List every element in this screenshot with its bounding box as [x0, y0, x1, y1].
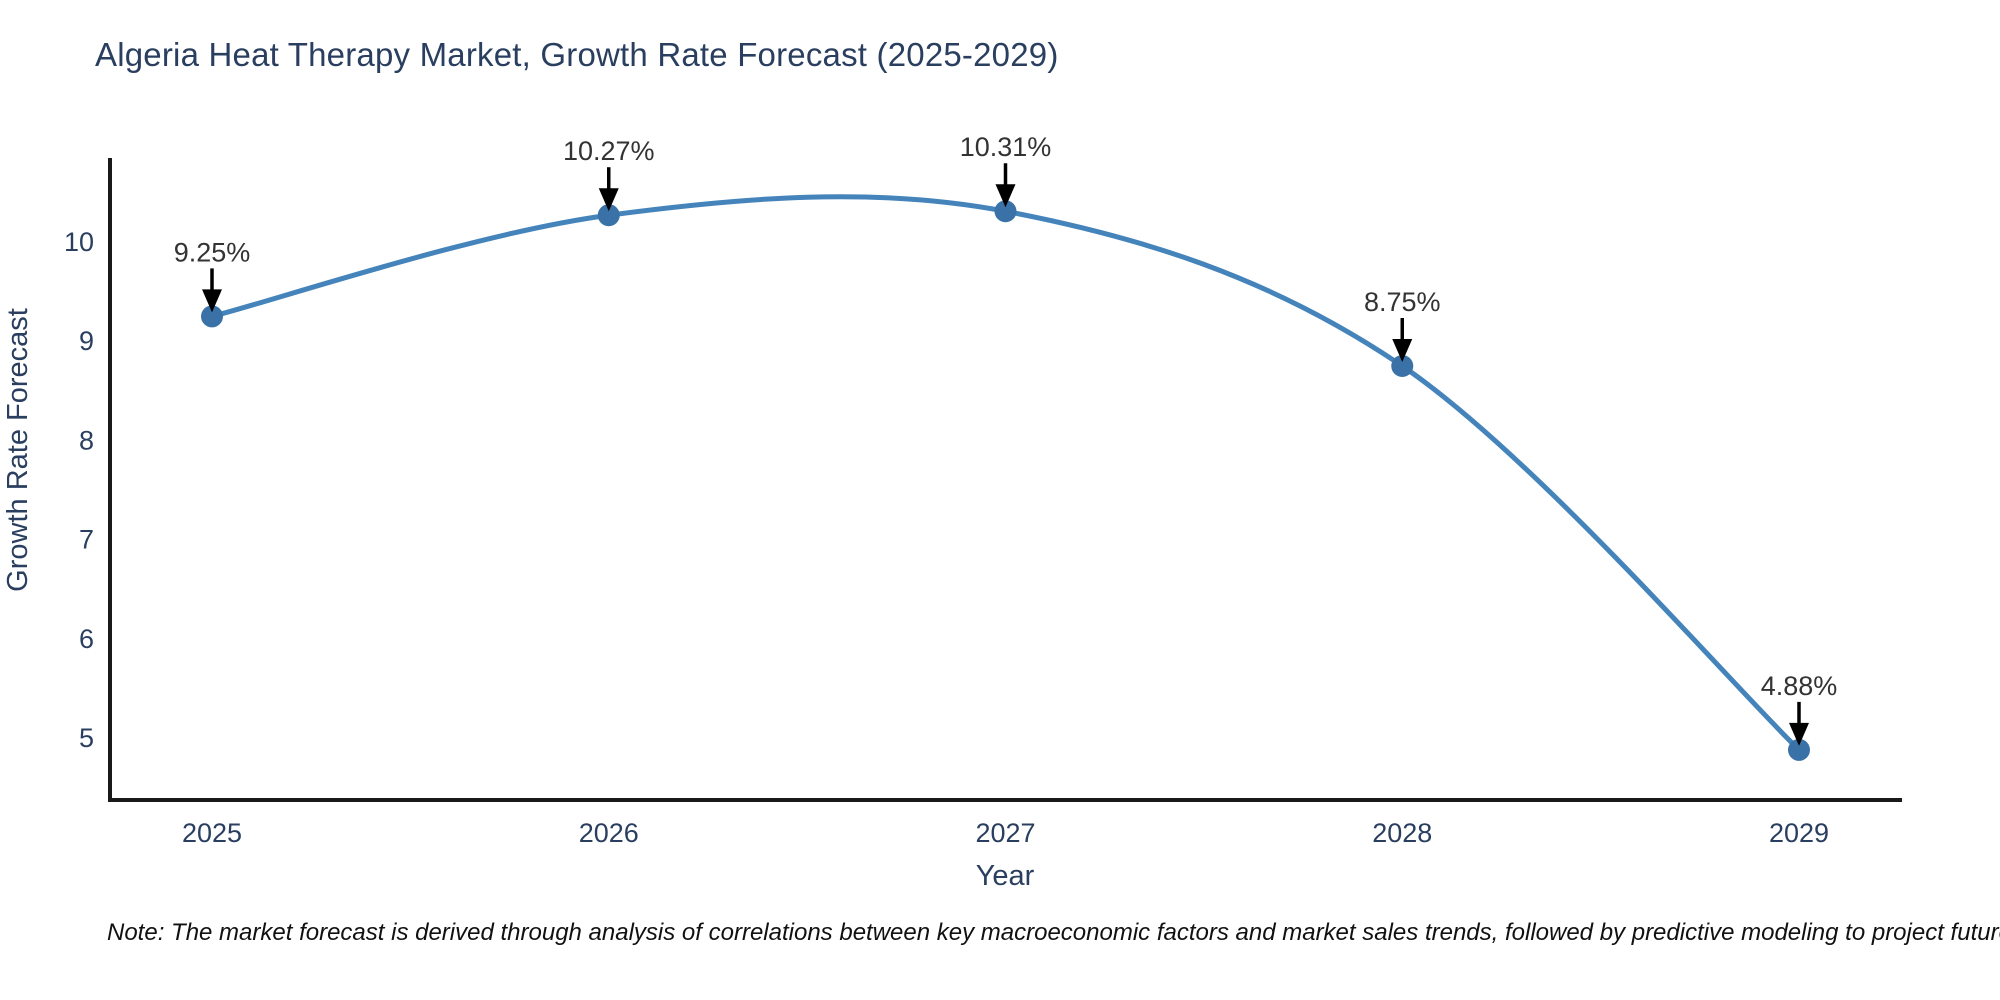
x-tick-label: 2025 [182, 818, 242, 848]
footnote: Note: The market forecast is derived thr… [107, 919, 2000, 946]
y-tick-label: 7 [79, 525, 94, 555]
x-tick-label: 2027 [975, 818, 1035, 848]
annotation-arrow-head [1392, 339, 1413, 362]
annotation-arrow-head [598, 188, 619, 212]
axis-lines [108, 158, 1902, 802]
annotation-arrow-head [1789, 722, 1809, 746]
data-point-marker[interactable] [1788, 738, 1810, 761]
y-tick-label: 8 [79, 425, 94, 455]
data-point-marker[interactable] [994, 200, 1017, 223]
y-tick-label: 9 [79, 326, 94, 356]
x-axis-title: Year [976, 860, 1035, 892]
data-point-marker[interactable] [201, 305, 223, 328]
y-tick-label: 6 [79, 624, 94, 654]
trend-line [209, 194, 1802, 753]
data-point-label: 9.25% [174, 237, 251, 267]
y-tick-label: 10 [64, 227, 94, 257]
chart-title: Algeria Heat Therapy Market, Growth Rate… [95, 36, 1059, 73]
data-point-marker[interactable] [597, 204, 620, 227]
data-point-marker[interactable] [1391, 355, 1414, 377]
x-tick-label: 2028 [1372, 818, 1432, 848]
annotation-arrow-head [995, 184, 1016, 208]
data-point-label: 8.75% [1364, 287, 1441, 317]
data-point-label: 10.27% [563, 136, 655, 166]
data-point-label: 10.31% [960, 132, 1052, 162]
x-tick-label: 2029 [1769, 818, 1829, 848]
annotation-arrow-head [202, 289, 222, 313]
x-tick-label: 2026 [579, 818, 639, 848]
data-point-label: 4.88% [1761, 671, 1838, 701]
y-axis-title: Growth Rate Forecast [2, 308, 34, 592]
y-tick-label: 5 [79, 723, 94, 753]
